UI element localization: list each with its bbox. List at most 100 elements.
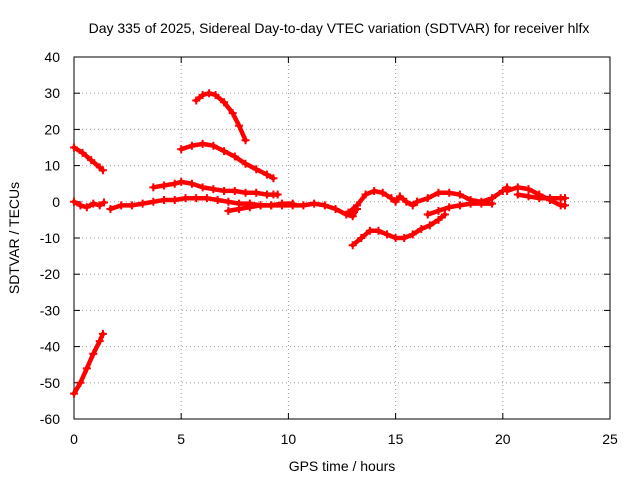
- data-point: [170, 179, 179, 188]
- data-point: [198, 183, 207, 192]
- data-point: [408, 230, 417, 239]
- data-point: [445, 203, 454, 212]
- data-point: [378, 188, 387, 197]
- data-point: [513, 190, 522, 199]
- data-point: [383, 230, 392, 239]
- x-tick-label: 25: [602, 431, 618, 447]
- data-point: [127, 201, 136, 210]
- data-point: [220, 98, 229, 107]
- data-point: [344, 208, 353, 217]
- data-point: [82, 203, 91, 212]
- x-tick-label: 5: [177, 431, 185, 447]
- data-point: [348, 241, 357, 250]
- data-point: [391, 234, 400, 242]
- y-tick-label: -20: [40, 266, 60, 282]
- data-point: [434, 206, 443, 215]
- data-point: [241, 136, 250, 145]
- series-line: [108, 195, 360, 219]
- data-point: [149, 183, 158, 192]
- data-point: [87, 156, 96, 165]
- y-tick-label: -30: [40, 302, 60, 318]
- data-point: [70, 197, 78, 206]
- series-arc-a: [70, 143, 107, 175]
- y-axis-label: SDTVAR / TECUs: [6, 182, 22, 294]
- data-point: [177, 145, 186, 154]
- series-arc-n: [513, 190, 569, 203]
- series-arc-j: [348, 210, 449, 250]
- data-point: [425, 221, 434, 230]
- y-tick-label: 30: [44, 85, 60, 101]
- data-point: [70, 389, 78, 398]
- series-line: [414, 185, 510, 205]
- data-point: [98, 329, 107, 338]
- data-point: [267, 201, 276, 210]
- data-point: [187, 141, 196, 150]
- y-tick-label: 0: [52, 194, 60, 210]
- data-point: [402, 197, 411, 206]
- data-point: [211, 91, 220, 100]
- data-point: [288, 199, 297, 208]
- data-point: [535, 194, 544, 203]
- series-arc-c: [70, 197, 109, 212]
- data-point: [98, 166, 107, 175]
- data-point: [387, 194, 396, 203]
- series-line: [71, 331, 106, 396]
- data-point: [209, 185, 218, 194]
- y-tick-label: 10: [44, 158, 60, 174]
- series-line: [193, 90, 248, 143]
- data-point: [560, 201, 569, 210]
- data-point: [89, 349, 98, 358]
- series-arc-g: [177, 139, 278, 183]
- data-point: [224, 197, 233, 206]
- x-axis-label: GPS time / hours: [289, 458, 396, 474]
- data-point: [310, 199, 319, 208]
- data-point: [181, 194, 190, 203]
- data-point: [95, 337, 104, 346]
- data-point: [252, 165, 261, 174]
- data-point: [138, 199, 147, 208]
- data-point: [245, 203, 254, 212]
- data-point: [434, 188, 443, 197]
- data-point: [170, 195, 179, 204]
- data-point: [241, 188, 250, 197]
- data-point: [202, 194, 211, 203]
- data-point: [252, 188, 261, 197]
- series-arc-e: [149, 177, 282, 199]
- data-point: [423, 194, 432, 203]
- y-tick-label: -60: [40, 411, 60, 427]
- data-point: [455, 201, 464, 210]
- data-point: [440, 210, 449, 219]
- x-tick-label: 15: [388, 431, 404, 447]
- data-point: [78, 148, 87, 157]
- y-tick-label: 40: [44, 49, 60, 65]
- grid: [74, 57, 610, 419]
- series-arc-l: [423, 199, 497, 219]
- series-arc-k: [413, 183, 512, 206]
- x-tick-label: 10: [281, 431, 297, 447]
- data-point: [434, 215, 443, 224]
- x-tick-label: 0: [70, 431, 78, 447]
- data-point: [560, 194, 569, 203]
- data-point: [357, 234, 366, 242]
- series-arc-h: [192, 89, 250, 145]
- data-point: [76, 201, 85, 210]
- data-point: [187, 179, 196, 188]
- data-point: [192, 194, 201, 203]
- chart-title: Day 335 of 2025, Sidereal Day-to-day VTE…: [89, 20, 590, 36]
- data-point: [235, 121, 244, 130]
- data-point: [413, 197, 422, 206]
- data-point: [220, 186, 229, 195]
- y-tick-label: -40: [40, 339, 60, 355]
- data-point: [256, 201, 265, 210]
- y-tick-label: 20: [44, 121, 60, 137]
- data-point: [209, 141, 218, 150]
- data-point: [466, 199, 475, 208]
- data-point: [277, 199, 286, 208]
- data-point: [365, 226, 374, 235]
- data-point: [273, 190, 282, 199]
- data-point: [205, 89, 214, 98]
- data-point: [400, 234, 409, 242]
- data-point: [89, 199, 98, 208]
- data-point: [262, 170, 271, 179]
- data-point: [213, 195, 222, 204]
